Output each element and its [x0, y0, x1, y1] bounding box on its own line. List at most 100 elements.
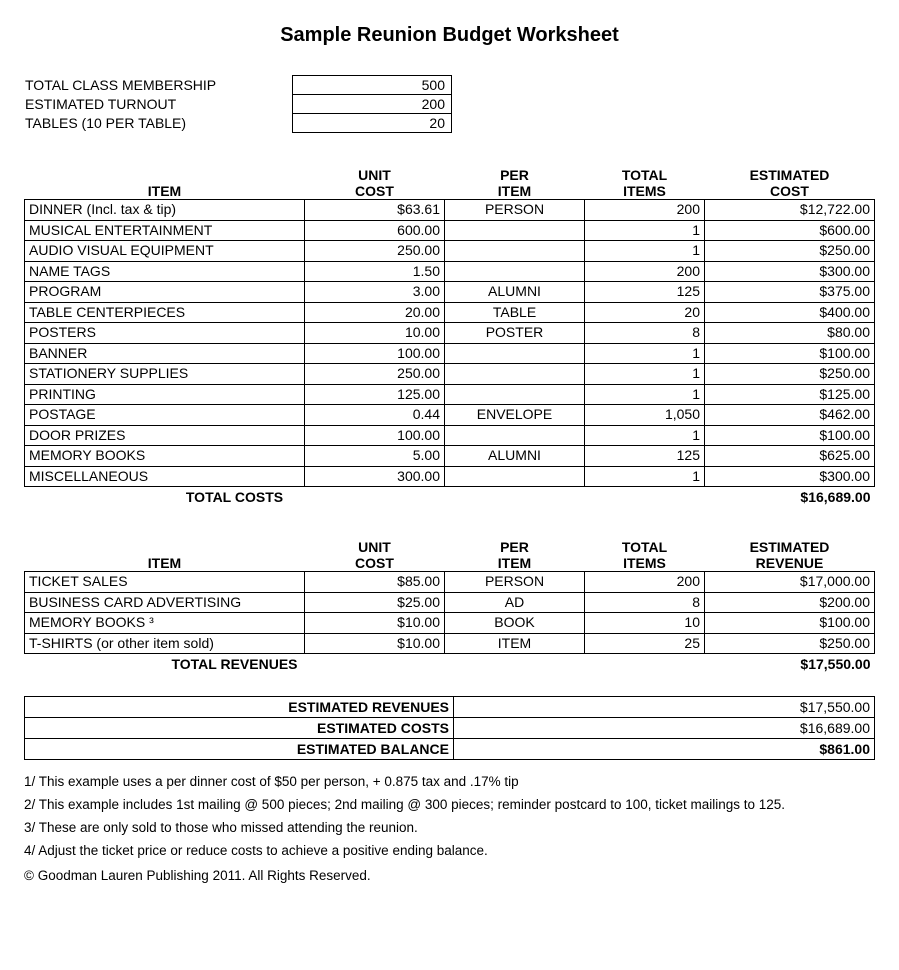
cell-item: PROGRAM [25, 282, 305, 303]
cell-unit: 250.00 [305, 241, 445, 262]
table-row: PROGRAM3.00ALUMNI125$375.00 [25, 282, 875, 303]
meta-value: 200 [293, 95, 452, 114]
cell-item: TICKET SALES [25, 572, 305, 593]
summary-value: $17,550.00 [454, 697, 875, 718]
cell-per: AD [445, 592, 585, 613]
cell-total: 10 [585, 613, 705, 634]
cell-item: MISCELLANEOUS [25, 466, 305, 487]
cell-total: 1 [585, 241, 705, 262]
cell-total: 125 [585, 282, 705, 303]
col-est-top: ESTIMATED [705, 533, 875, 555]
table-row: MEMORY BOOKS ³$10.00BOOK10$100.00 [25, 613, 875, 634]
cell-unit: $10.00 [305, 613, 445, 634]
cell-total: 8 [585, 592, 705, 613]
cell-total: 1 [585, 343, 705, 364]
cell-total: 1 [585, 466, 705, 487]
cell-est: $100.00 [705, 613, 875, 634]
total-costs-value: $16,689.00 [705, 487, 875, 508]
footnote: 2/ This example includes 1st mailing @ 5… [24, 797, 875, 812]
table-row: NAME TAGS1.50200$300.00 [25, 261, 875, 282]
meta-label: TABLES (10 PER TABLE) [24, 114, 293, 133]
cell-est: $250.00 [705, 633, 875, 654]
cell-item: DINNER (Incl. tax & tip) [25, 200, 305, 221]
col-unit: COST [305, 183, 445, 200]
cell-item: STATIONERY SUPPLIES [25, 364, 305, 385]
cell-unit: $85.00 [305, 572, 445, 593]
total-revenues-value: $17,550.00 [705, 654, 875, 675]
summary-label: ESTIMATED COSTS [25, 718, 454, 739]
table-row: DINNER (Incl. tax & tip)$63.61PERSON200$… [25, 200, 875, 221]
cell-total: 20 [585, 302, 705, 323]
cell-total: 200 [585, 200, 705, 221]
cell-item: PRINTING [25, 384, 305, 405]
cell-unit: 3.00 [305, 282, 445, 303]
cell-unit: $10.00 [305, 633, 445, 654]
col-item: ITEM [25, 555, 305, 572]
cell-total: 1 [585, 425, 705, 446]
col-item: ITEM [25, 183, 305, 200]
table-row: POSTAGE0.44ENVELOPE1,050$462.00 [25, 405, 875, 426]
summary-value: $16,689.00 [454, 718, 875, 739]
cell-est: $125.00 [705, 384, 875, 405]
cell-est: $625.00 [705, 446, 875, 467]
cell-total: 25 [585, 633, 705, 654]
cell-unit: 0.44 [305, 405, 445, 426]
costs-table: UNIT PER TOTAL ESTIMATED ITEM COST ITEM … [24, 161, 875, 507]
cell-item: TABLE CENTERPIECES [25, 302, 305, 323]
col-per-top: PER [445, 533, 585, 555]
table-row: TABLE CENTERPIECES20.00TABLE20$400.00 [25, 302, 875, 323]
total-costs-label: TOTAL COSTS [25, 487, 445, 508]
cell-est: $12,722.00 [705, 200, 875, 221]
cell-per: ALUMNI [445, 446, 585, 467]
cell-per [445, 261, 585, 282]
table-row: PRINTING125.001$125.00 [25, 384, 875, 405]
cell-est: $300.00 [705, 261, 875, 282]
cell-est: $17,000.00 [705, 572, 875, 593]
col-per-top: PER [445, 161, 585, 183]
table-row: AUDIO VISUAL EQUIPMENT250.00 1$250.00 [25, 241, 875, 262]
cell-unit: 250.00 [305, 364, 445, 385]
cell-per: POSTER [445, 323, 585, 344]
table-row: STATIONERY SUPPLIES250.001$250.00 [25, 364, 875, 385]
table-row: T-SHIRTS (or other item sold)$10.00ITEM2… [25, 633, 875, 654]
cell-unit: 5.00 [305, 446, 445, 467]
col-total-top: TOTAL [585, 161, 705, 183]
meta-label: TOTAL CLASS MEMBERSHIP [24, 76, 293, 95]
cell-per: PERSON [445, 200, 585, 221]
cell-per [445, 241, 585, 262]
table-row: MEMORY BOOKS5.00ALUMNI125$625.00 [25, 446, 875, 467]
cell-est: $462.00 [705, 405, 875, 426]
col-est-top: ESTIMATED [705, 161, 875, 183]
cell-est: $375.00 [705, 282, 875, 303]
summary-label: ESTIMATED BALANCE [25, 739, 454, 760]
col-per: ITEM [445, 183, 585, 200]
cell-item: MUSICAL ENTERTAINMENT [25, 220, 305, 241]
cell-item: NAME TAGS [25, 261, 305, 282]
cell-unit: 1.50 [305, 261, 445, 282]
cell-total: 125 [585, 446, 705, 467]
col-est: REVENUE [705, 555, 875, 572]
table-row: TICKET SALES$85.00PERSON200$17,000.00 [25, 572, 875, 593]
cell-unit: 300.00 [305, 466, 445, 487]
cell-unit: 10.00 [305, 323, 445, 344]
col-unit-top: UNIT [305, 533, 445, 555]
cell-total: 200 [585, 572, 705, 593]
cell-item: POSTAGE [25, 405, 305, 426]
cell-per: ALUMNI [445, 282, 585, 303]
cell-est: $250.00 [705, 241, 875, 262]
cell-item: AUDIO VISUAL EQUIPMENT [25, 241, 305, 262]
cell-total: 1 [585, 220, 705, 241]
cell-unit: $25.00 [305, 592, 445, 613]
summary-label: ESTIMATED REVENUES [25, 697, 454, 718]
cell-est: $250.00 [705, 364, 875, 385]
table-row: BANNER100.001$100.00 [25, 343, 875, 364]
meta-label: ESTIMATED TURNOUT [24, 95, 293, 114]
cell-per: TABLE [445, 302, 585, 323]
col-unit-top: UNIT [305, 161, 445, 183]
cell-total: 8 [585, 323, 705, 344]
cell-per: BOOK [445, 613, 585, 634]
summary-table: ESTIMATED REVENUES$17,550.00ESTIMATED CO… [24, 696, 875, 760]
cell-unit: $63.61 [305, 200, 445, 221]
meta-value: 20 [293, 114, 452, 133]
cell-total: 1,050 [585, 405, 705, 426]
